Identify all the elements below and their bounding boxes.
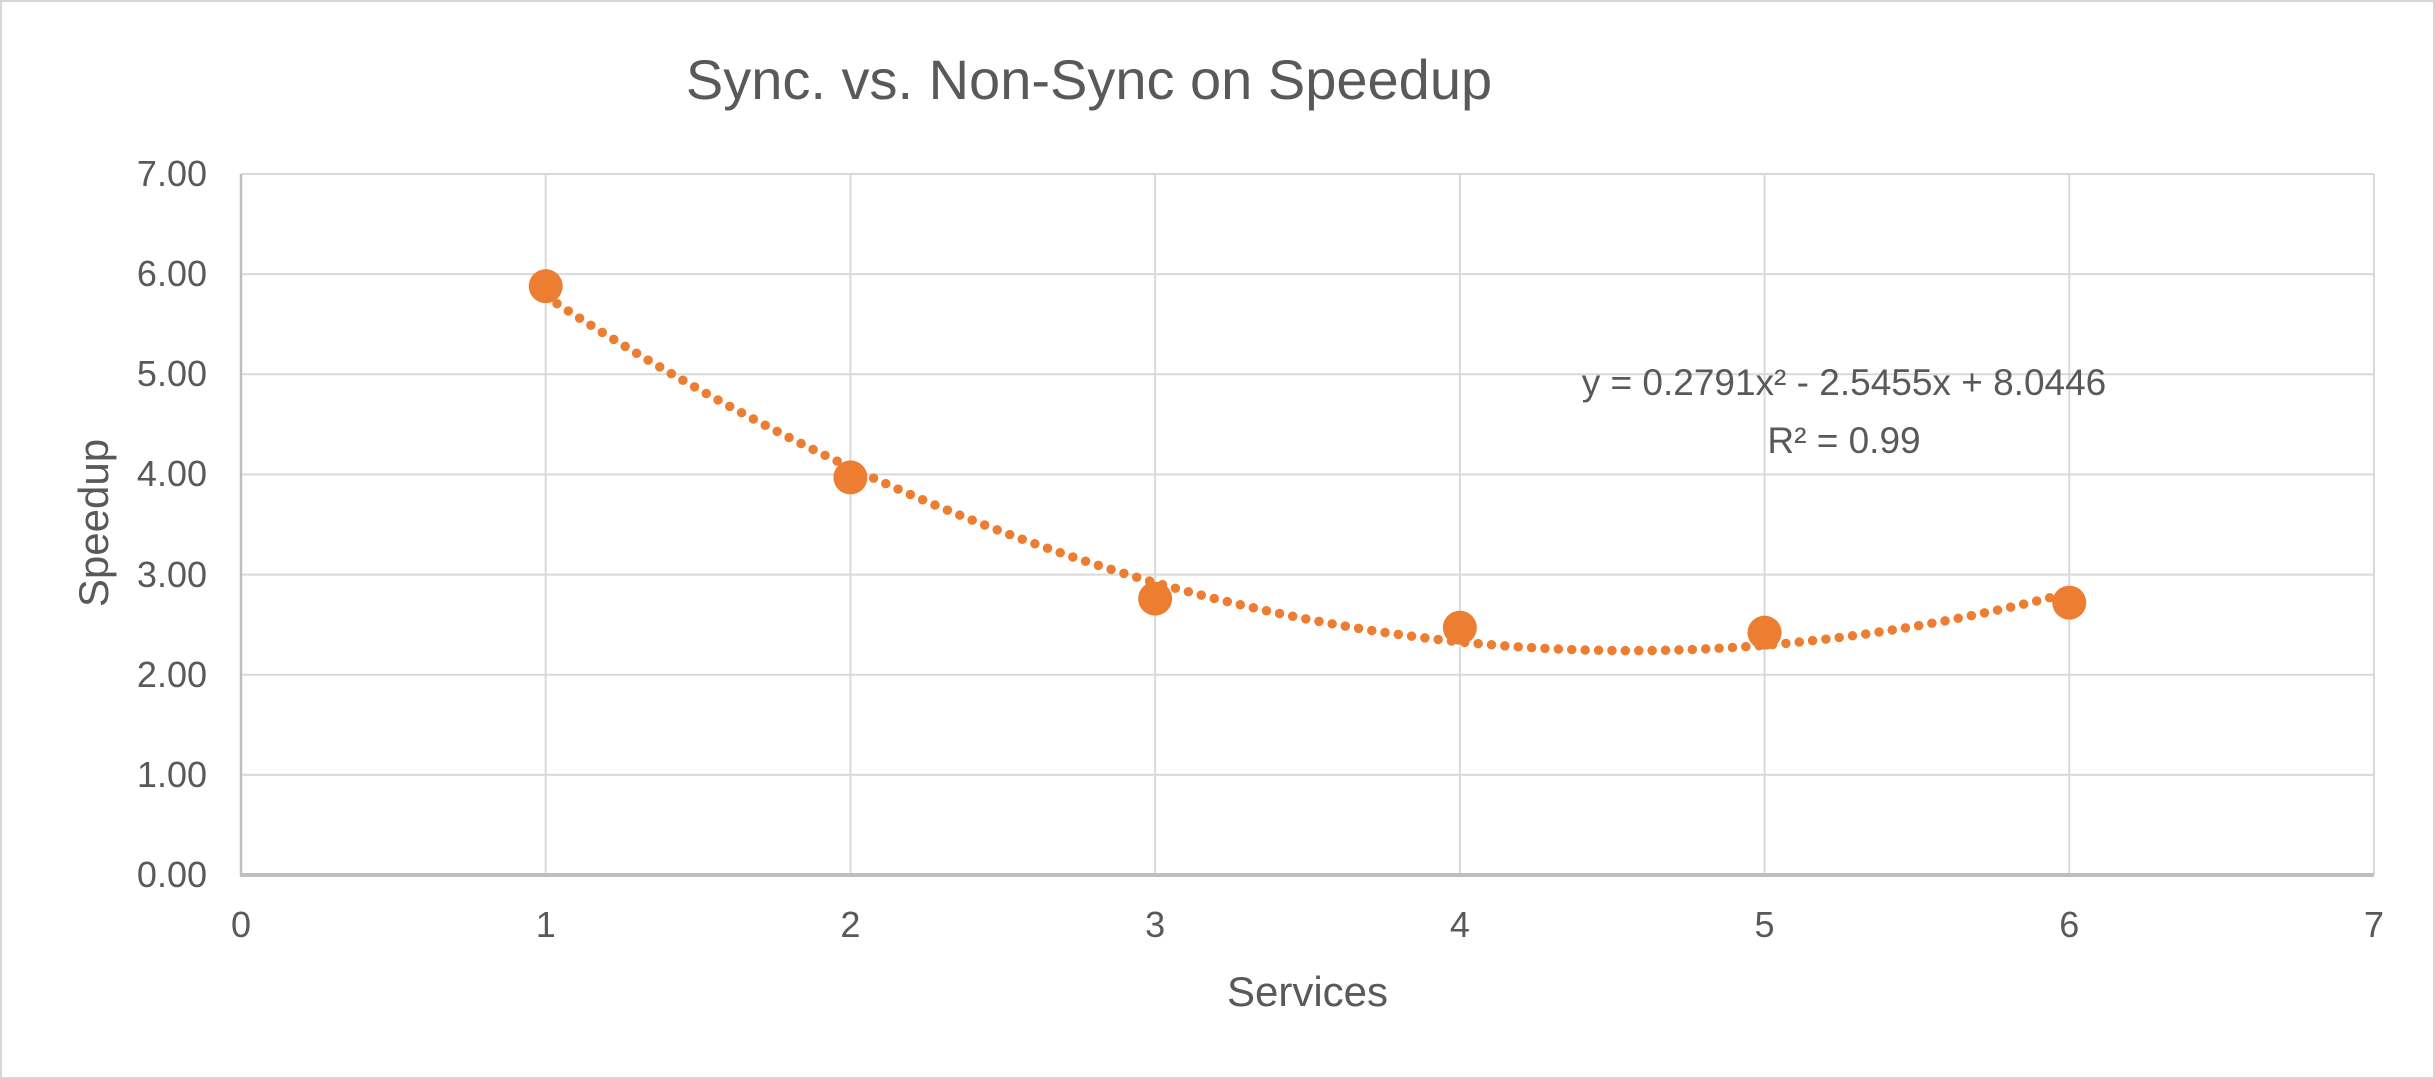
x-tick-label: 2 (840, 904, 861, 945)
trendline-r-squared: R² = 0.99 (1767, 420, 1921, 461)
trendline-equation: y = 0.2791x² - 2.5455x + 8.0446 (1581, 362, 2107, 403)
y-tick-label: 4.00 (136, 453, 207, 495)
data-point (1747, 615, 1782, 650)
data-point (528, 269, 563, 304)
x-tick-label: 0 (230, 904, 252, 945)
x-tick-label: 7 (2363, 904, 2385, 945)
trendline-label: y = 0.2791x² - 2.5455x + 8.0446 R² = 0.9… (1494, 354, 2194, 470)
trendline (540, 291, 2075, 656)
chart-title: Sync. vs. Non-Sync on Speedup (685, 48, 1493, 111)
y-tick-label: 1.00 (136, 753, 207, 795)
data-point (1442, 610, 1477, 645)
x-tick-label: 1 (535, 904, 556, 945)
y-tick-label: 6.00 (136, 253, 207, 295)
y-tick-label: 7.00 (136, 153, 207, 194)
x-axis-title: Services (1226, 968, 1389, 1015)
y-tick-label: 5.00 (136, 353, 207, 395)
y-tick-label: 0.00 (136, 854, 207, 895)
x-tick-label: 6 (2059, 904, 2080, 945)
x-tick-label: 3 (1145, 904, 1166, 945)
y-tick-label: 2.00 (136, 653, 207, 695)
data-point (2052, 585, 2087, 620)
data-point (1138, 581, 1173, 616)
x-tick-label: 5 (1754, 904, 1775, 945)
y-tick-label: 3.00 (136, 553, 207, 595)
x-tick-label: 4 (1449, 904, 1470, 945)
data-point (833, 460, 868, 495)
